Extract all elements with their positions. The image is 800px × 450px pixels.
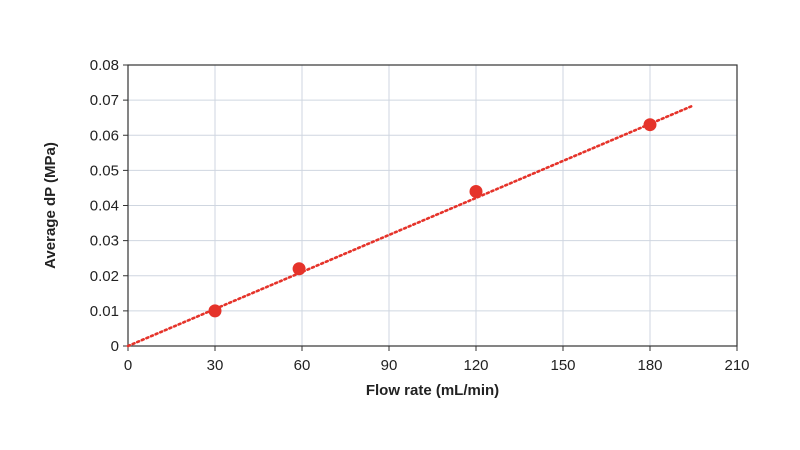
x-tick-label: 150 [550, 357, 575, 374]
trendline [126, 104, 695, 348]
x-tick-label: 180 [637, 357, 662, 374]
y-tick-label: 0.08 [90, 57, 119, 74]
x-tick-label: 210 [724, 357, 749, 374]
x-tick-label: 90 [381, 357, 398, 374]
y-tick-label: 0.03 [90, 233, 119, 250]
y-axis-title: Average dP (MPa) [42, 142, 59, 269]
x-axis-title: Flow rate (mL/min) [366, 382, 499, 399]
x-tick-label: 30 [207, 357, 224, 374]
data-point [469, 184, 483, 198]
data-point [208, 304, 222, 318]
y-tick-label: 0.07 [90, 92, 119, 109]
y-tick-label: 0 [111, 338, 119, 355]
y-tick-label: 0.02 [90, 268, 119, 285]
x-tick-label: 60 [294, 357, 311, 374]
gridlines [128, 65, 737, 346]
y-tick-label: 0.06 [90, 127, 119, 144]
x-tick-label: 120 [463, 357, 488, 374]
data-point [643, 118, 657, 132]
x-tick-label: 0 [124, 357, 132, 374]
y-tick-labels: 0 0.01 0.02 0.03 0.04 0.05 0.06 0.07 0.08 [90, 57, 119, 355]
tick-marks [123, 64, 738, 351]
y-tick-label: 0.01 [90, 303, 119, 320]
y-tick-label: 0.04 [90, 198, 119, 215]
x-tick-labels: 0 30 60 90 120 150 180 210 [124, 357, 750, 374]
data-point [292, 262, 306, 276]
y-tick-label: 0.05 [90, 162, 119, 179]
data-points [208, 118, 657, 318]
